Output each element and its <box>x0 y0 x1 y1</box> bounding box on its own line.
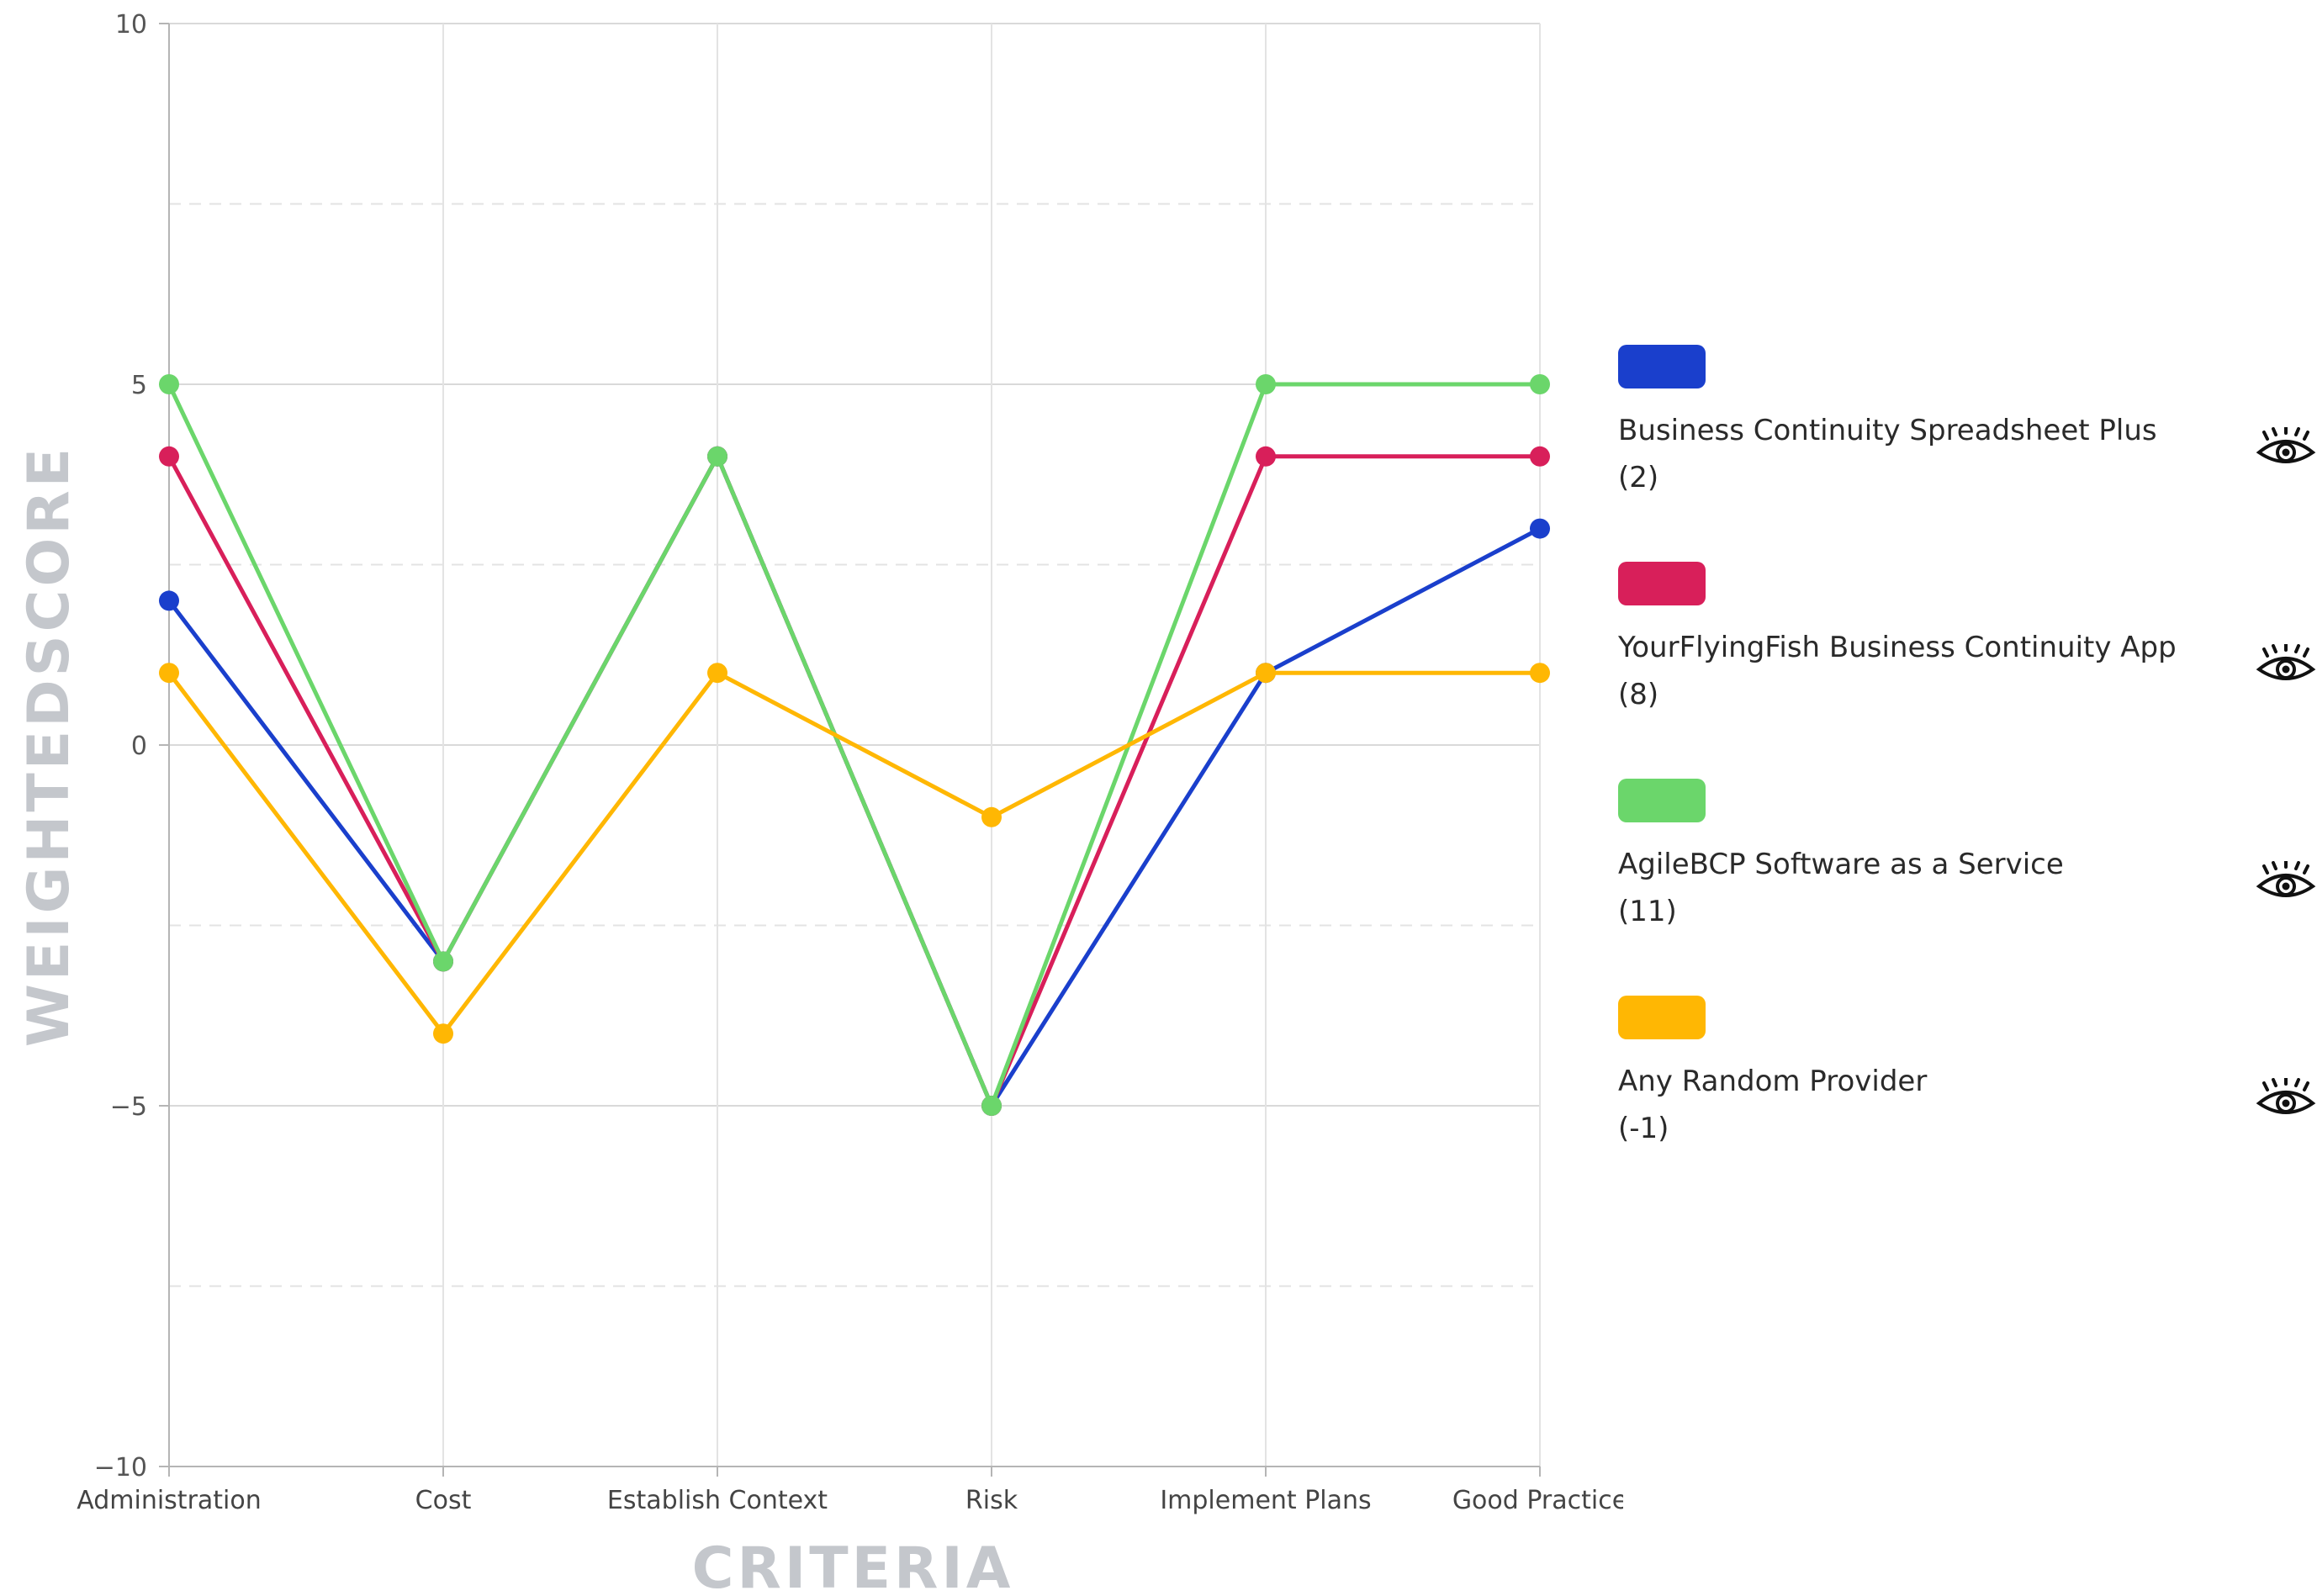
data-point <box>433 1023 453 1044</box>
y-tick-label: 0 <box>131 732 147 761</box>
eye-icon[interactable] <box>2256 861 2316 903</box>
y-axis-title: WEIGHTEDSCORE <box>16 445 82 1047</box>
data-point <box>1530 518 1550 539</box>
y-tick-label: 5 <box>131 371 147 400</box>
legend-item-business-continuity-spreadsheet-plus[interactable]: Business Continuity Spreadsheet Plus (2) <box>1618 345 2316 562</box>
eye-icon[interactable] <box>2256 427 2316 469</box>
data-point <box>159 663 179 684</box>
legend-swatch <box>1618 562 1706 605</box>
x-tick-label: Administration <box>77 1486 262 1515</box>
x-tick-label: Risk <box>965 1486 1018 1515</box>
legend-label: Business Continuity Spreadsheet Plus <box>1618 414 2157 447</box>
legend-swatch <box>1618 996 1706 1039</box>
data-point <box>981 806 1002 827</box>
legend-label: YourFlyingFish Business Continuity App <box>1618 631 2177 664</box>
data-point <box>159 446 179 467</box>
legend-score: (8) <box>1618 678 1659 711</box>
series-line <box>167 670 1542 1036</box>
legend-score: (11) <box>1618 895 1677 928</box>
data-point <box>159 374 179 394</box>
legend-item-yourflyingfish-business-continuity-app[interactable]: YourFlyingFish Business Continuity App (… <box>1618 562 2316 779</box>
y-tick-label: −10 <box>94 1453 147 1482</box>
series-3 <box>159 663 1550 1044</box>
y-tick-label: 10 <box>115 10 147 40</box>
line-chart: −10 −5 0 5 10 Administration Cost Establish Co… <box>16 10 1623 1596</box>
legend: Business Continuity Spreadsheet Plus (2)… <box>1618 345 2316 1213</box>
series-lines <box>159 374 1550 1116</box>
legend-score: (-1) <box>1618 1112 1669 1145</box>
x-tick-label: Cost <box>415 1486 472 1515</box>
data-point <box>1530 374 1550 394</box>
data-point <box>159 590 179 611</box>
series-2 <box>159 374 1550 1116</box>
legend-score: (2) <box>1618 461 1659 494</box>
x-tick-label: Good Practice <box>1452 1486 1623 1515</box>
x-tick-labels: Administration Cost Establish Context Risk I… <box>77 1467 1623 1515</box>
data-point <box>1256 374 1276 394</box>
legend-label: Any Random Provider <box>1618 1065 1928 1098</box>
data-point <box>433 951 453 972</box>
data-point <box>1530 663 1550 684</box>
data-point <box>1530 446 1550 467</box>
x-axis-title: CRITERIA <box>692 1535 1014 1596</box>
legend-item-any-random-provider[interactable]: Any Random Provider (-1) <box>1618 996 2316 1213</box>
series-line <box>167 382 1542 1108</box>
legend-swatch <box>1618 779 1706 822</box>
eye-icon[interactable] <box>2256 644 2316 686</box>
data-point <box>707 663 727 684</box>
legend-swatch <box>1618 345 1706 388</box>
y-tick-label: −5 <box>110 1092 147 1122</box>
y-tick-labels: −10 −5 0 5 10 <box>94 10 169 1482</box>
x-tick-label: Implement Plans <box>1160 1486 1371 1515</box>
x-tick-label: Establish Context <box>607 1486 828 1515</box>
data-point <box>1256 446 1276 467</box>
legend-item-agilebcp-software-as-a-service[interactable]: AgileBCP Software as a Service (11) <box>1618 779 2316 996</box>
eye-icon[interactable] <box>2256 1078 2316 1120</box>
data-point <box>707 446 727 467</box>
data-point <box>981 1096 1002 1116</box>
data-point <box>1256 663 1276 684</box>
legend-label: AgileBCP Software as a Service <box>1618 848 2064 881</box>
